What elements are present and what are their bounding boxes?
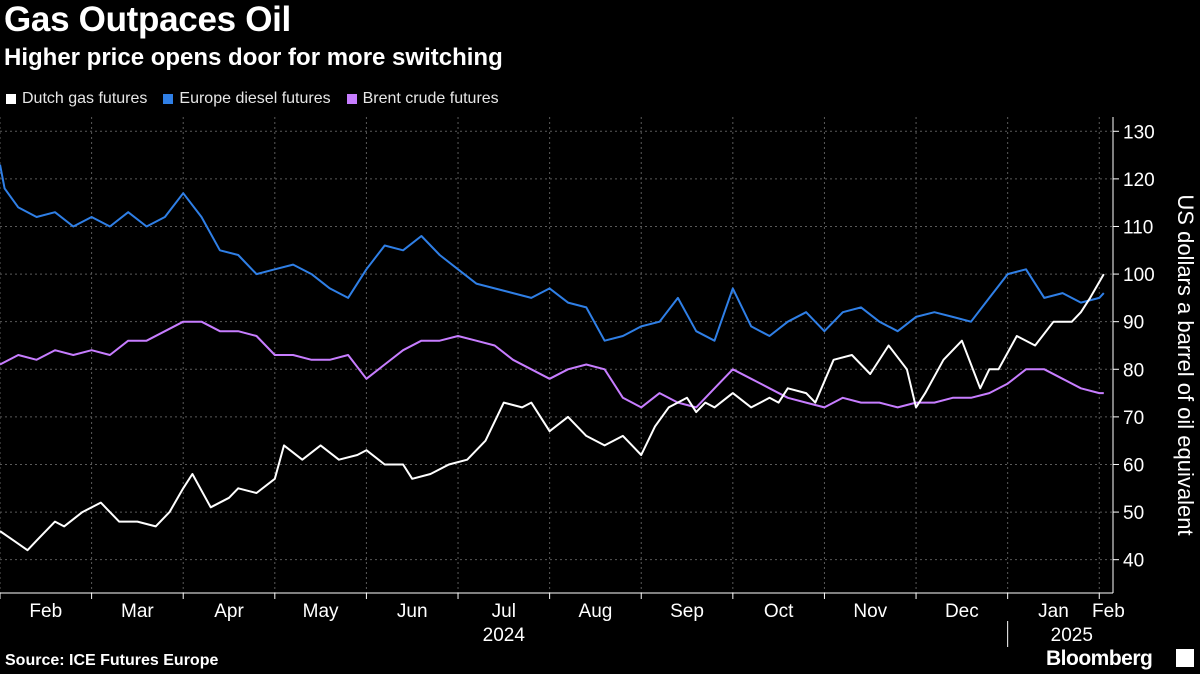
x-tick-label: Apr: [214, 601, 244, 622]
x-tick-label: Jan: [1038, 601, 1069, 622]
legend-swatch-gas: [6, 94, 16, 104]
series-line-diesel: [0, 164, 1105, 342]
x-tick-label: Nov: [853, 601, 887, 622]
source-note: Source: ICE Futures Europe: [5, 652, 219, 669]
x-tick-label: May: [303, 601, 339, 622]
x-tick-label: Feb: [29, 601, 62, 622]
bloomberg-terminal-icon: [1176, 649, 1194, 667]
x-tick-label: Mar: [121, 601, 154, 622]
x-tick-label: Sep: [670, 601, 704, 622]
year-label: 2024: [483, 625, 526, 646]
y-tick-label: 50: [1123, 503, 1144, 524]
legend-swatch-diesel: [163, 94, 174, 104]
chart-legend: Dutch gas futures Europe diesel futures …: [6, 90, 499, 108]
series-line-brent: [0, 320, 1104, 409]
y-tick-label: 60: [1123, 455, 1144, 476]
x-tick-label: Feb: [1092, 601, 1125, 622]
y-tick-label: 130: [1123, 122, 1155, 143]
chart-title: Gas Outpaces Oil: [4, 0, 291, 39]
legend-item-brent: Brent crude futures: [346, 90, 499, 108]
x-tick-label: Dec: [945, 601, 979, 622]
x-tick-label: Aug: [579, 601, 613, 622]
y-tick-label: 80: [1123, 360, 1144, 381]
legend-label-gas: Dutch gas futures: [22, 90, 148, 107]
y-tick-label: 90: [1123, 313, 1144, 334]
chart-subtitle: Higher price opens door for more switchi…: [4, 44, 503, 71]
legend-item-diesel: Europe diesel futures: [163, 90, 331, 108]
y-tick-label: 120: [1123, 170, 1155, 191]
legend-label-brent: Brent crude futures: [362, 90, 499, 107]
y-tick-label: 70: [1123, 408, 1144, 429]
brand-logo-text: Bloomberg: [1046, 647, 1153, 670]
y-tick-label: 110: [1123, 217, 1153, 238]
y-axis-title: US dollars a barrel of oil equivalent: [1173, 194, 1198, 535]
year-label: 2025: [1051, 625, 1093, 646]
x-tick-label: Jun: [397, 601, 428, 622]
x-tick-label: Oct: [764, 601, 794, 622]
y-tick-label: 100: [1123, 265, 1155, 286]
legend-swatch-brent: [346, 94, 357, 104]
x-tick-label: Jul: [492, 601, 516, 622]
y-tick-label: 40: [1123, 551, 1144, 572]
legend-label-diesel: Europe diesel futures: [179, 90, 331, 107]
legend-item-gas: Dutch gas futures: [6, 90, 147, 108]
series-line-gas: [0, 273, 1105, 552]
